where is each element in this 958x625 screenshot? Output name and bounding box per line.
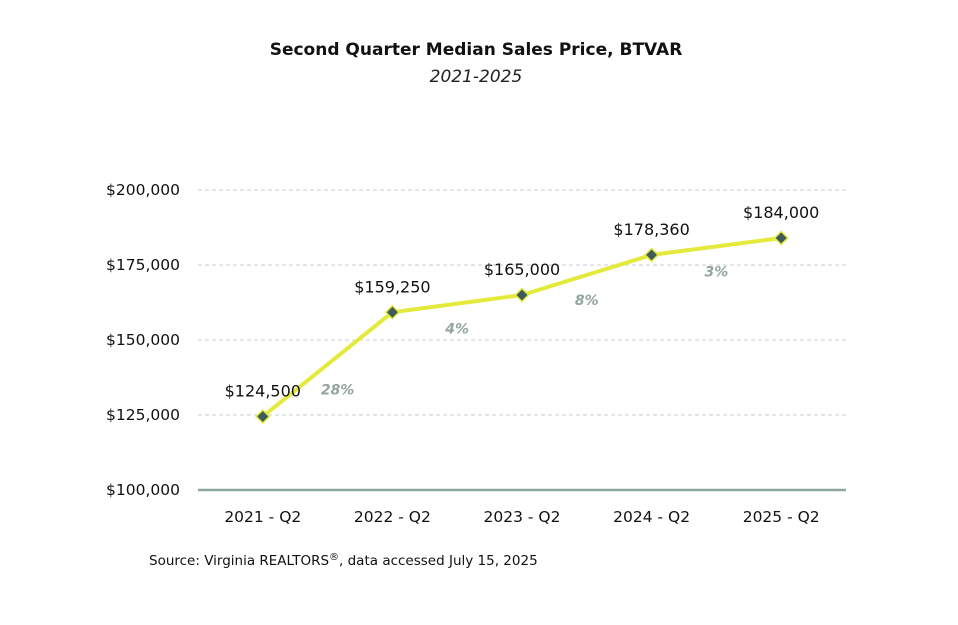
y-tick-label: $100,000	[106, 481, 180, 499]
marker-group	[255, 230, 789, 425]
x-tick-label: 2022 - Q2	[354, 508, 431, 526]
data-point-marker	[255, 408, 271, 425]
data-label: $165,000	[484, 260, 560, 279]
x-tick-label: 2023 - Q2	[484, 508, 561, 526]
data-point-marker	[644, 247, 660, 263]
change-label-group: 28% 4% 8% 3%	[321, 264, 728, 398]
x-axis-tick-labels: 2021 - Q2 2022 - Q2 2023 - Q2 2024 - Q2 2025…	[224, 508, 819, 526]
y-tick-label: $125,000	[106, 406, 180, 424]
y-axis-tick-labels: $100,000 $125,000 $150,000 $175,000 $200,000	[106, 181, 180, 499]
x-tick-label: 2025 - Q2	[743, 508, 820, 526]
data-label-group: $124,500 $159,250 $165,000 $178,360 $184,000	[225, 203, 820, 401]
data-label: $178,360	[613, 220, 689, 239]
data-point-marker	[384, 304, 400, 320]
x-tick-label: 2021 - Q2	[224, 508, 301, 526]
y-tick-label: $150,000	[106, 331, 180, 349]
y-tick-label: $175,000	[106, 256, 180, 274]
change-label: 28%	[321, 382, 355, 398]
data-label: $159,250	[354, 277, 430, 296]
change-label: 3%	[705, 264, 729, 280]
data-label: $124,500	[225, 382, 301, 401]
data-point-marker	[773, 230, 789, 246]
data-label: $184,000	[743, 203, 819, 222]
chart-subtitle: 2021-2025	[430, 67, 523, 87]
source-suffix: , data accessed July 15, 2025	[339, 553, 538, 569]
x-tick-label: 2024 - Q2	[613, 508, 690, 526]
chart-title: Second Quarter Median Sales Price, BTVAR	[270, 40, 683, 60]
registered-mark: ®	[329, 552, 339, 563]
change-label: 8%	[575, 293, 599, 309]
y-tick-label: $200,000	[106, 181, 180, 199]
gridlines	[198, 189, 846, 492]
data-point-marker	[514, 287, 530, 303]
change-label: 4%	[444, 322, 469, 338]
source-note: Source: Virginia REALTORS®, data accesse…	[149, 552, 538, 569]
source-prefix: Source: Virginia REALTORS	[149, 553, 329, 569]
